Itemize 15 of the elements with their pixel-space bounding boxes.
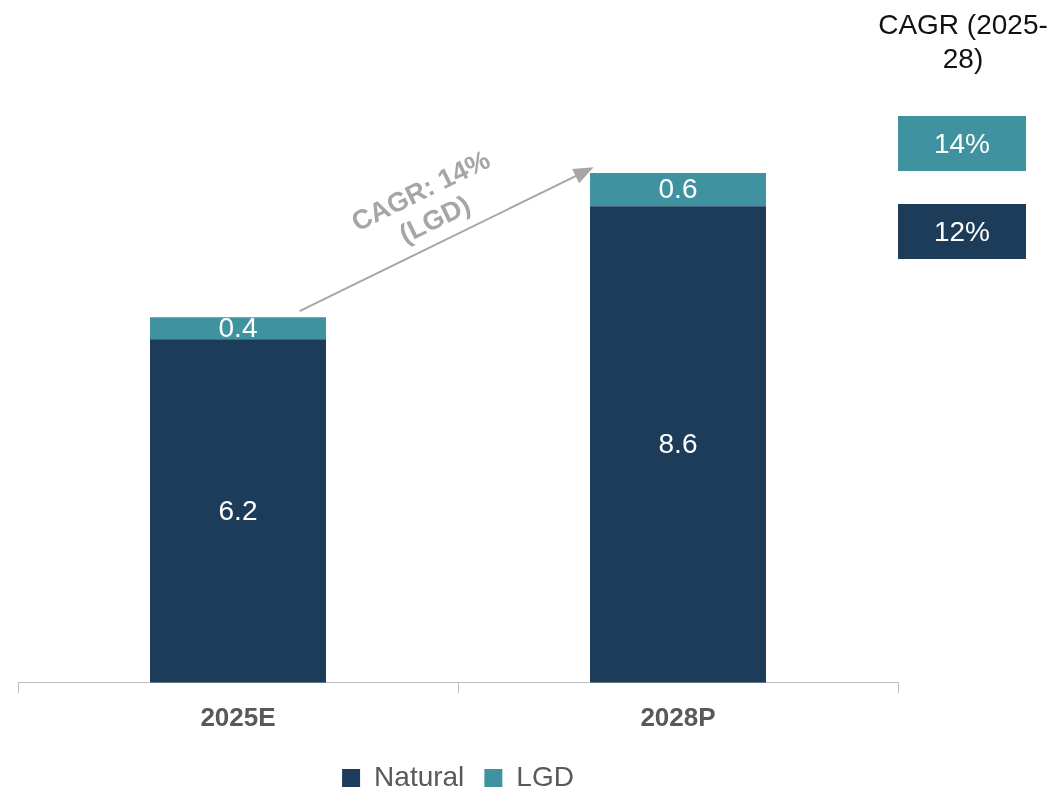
legend-label: Natural <box>374 760 465 792</box>
text: 12% <box>898 204 1026 259</box>
bar <box>590 173 766 207</box>
data-label: 0.4 <box>218 311 258 343</box>
bar <box>150 317 326 340</box>
data-label: 8.6 <box>658 428 698 460</box>
data-label: 6.2 <box>218 494 258 526</box>
bar <box>590 206 766 683</box>
bar <box>150 339 326 683</box>
text: 14% <box>898 116 1026 171</box>
x-tick-label: 2028P <box>640 701 716 732</box>
x-tick-label: 2025E <box>200 701 276 732</box>
legend-label: LGD <box>516 760 574 792</box>
data-label: 0.6 <box>658 173 698 205</box>
text: CAGR (2025-28) <box>878 8 1048 76</box>
